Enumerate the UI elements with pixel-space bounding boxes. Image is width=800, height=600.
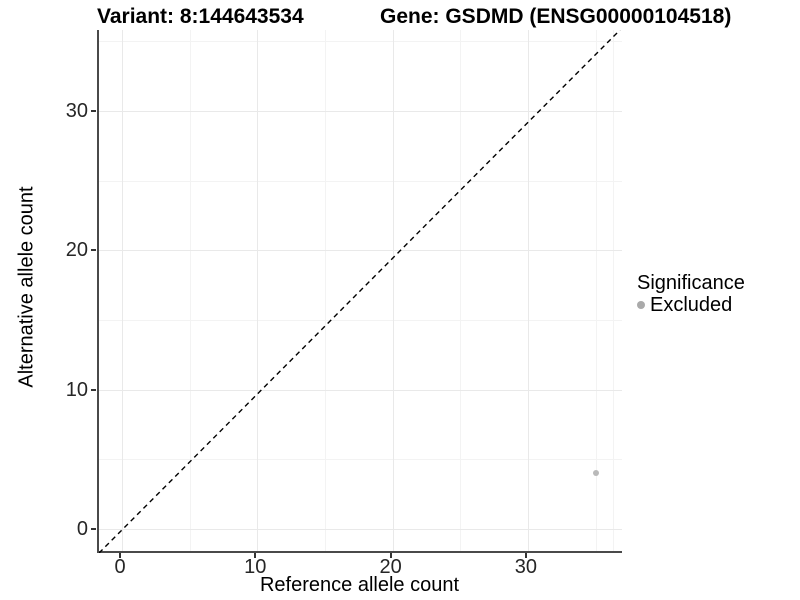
y-minor-gridline bbox=[99, 459, 622, 461]
x-tick-mark bbox=[389, 553, 392, 558]
x-tick-label: 30 bbox=[514, 556, 538, 578]
y-tick-label: 20 bbox=[65, 239, 88, 262]
y-tick-mark bbox=[91, 249, 96, 252]
y-major-gridline bbox=[99, 250, 622, 252]
y-major-gridline bbox=[99, 111, 622, 113]
x-major-gridline bbox=[122, 30, 123, 551]
identity-line bbox=[99, 30, 621, 553]
y-minor-gridline bbox=[99, 41, 622, 43]
x-axis-title: Reference allele count bbox=[259, 574, 459, 596]
x-major-gridline bbox=[392, 30, 394, 551]
x-major-gridline bbox=[257, 30, 259, 551]
legend-title: Significance bbox=[637, 272, 745, 294]
data-point bbox=[592, 470, 599, 477]
y-tick-label: 10 bbox=[65, 378, 88, 401]
legend: Significance Excluded bbox=[637, 272, 745, 316]
y-tick-label: 0 bbox=[76, 518, 88, 540]
y-tick-mark bbox=[91, 388, 96, 391]
x-minor-gridline bbox=[613, 30, 615, 551]
x-minor-gridline bbox=[324, 30, 326, 551]
y-major-gridline bbox=[99, 529, 622, 530]
legend-key-dot bbox=[637, 301, 645, 309]
legend-items: Excluded bbox=[637, 293, 745, 316]
x-tick-mark bbox=[254, 553, 257, 558]
x-tick-mark bbox=[524, 553, 527, 558]
gene-title: Gene: GSDMD (ENSG00000104518) bbox=[380, 5, 732, 28]
y-minor-gridline bbox=[99, 320, 622, 322]
legend-item-label: Excluded bbox=[650, 293, 733, 316]
y-tick-mark bbox=[91, 110, 96, 113]
y-major-gridline bbox=[99, 389, 622, 391]
x-major-gridline bbox=[527, 30, 529, 551]
x-tick-label: 10 bbox=[244, 556, 267, 578]
legend-item: Excluded bbox=[637, 293, 745, 316]
x-tick-label: 0 bbox=[114, 556, 126, 578]
x-minor-gridline bbox=[189, 30, 191, 551]
x-minor-gridline bbox=[595, 30, 597, 551]
y-axis-title: Alternative allele count bbox=[15, 186, 38, 388]
x-tick-mark bbox=[119, 553, 121, 558]
variant-title: Variant: 8:144643534 bbox=[97, 5, 304, 28]
x-minor-gridline bbox=[460, 30, 462, 551]
y-minor-gridline bbox=[99, 180, 622, 182]
y-tick-label: 30 bbox=[65, 100, 88, 123]
x-tick-label: 20 bbox=[379, 556, 402, 578]
y-tick-mark bbox=[91, 528, 96, 530]
plot-panel bbox=[97, 30, 622, 553]
